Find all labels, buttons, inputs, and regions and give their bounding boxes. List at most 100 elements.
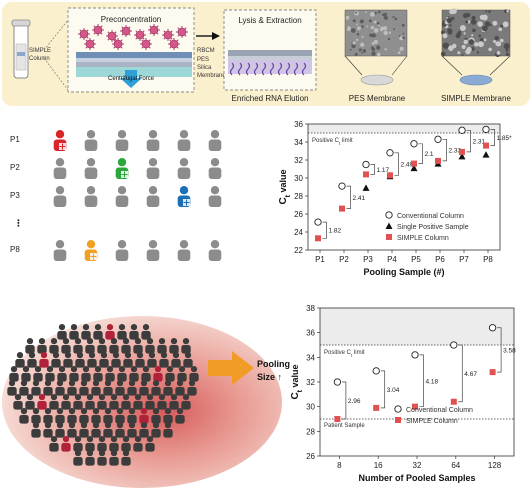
- simple-membrane-panel: SIMPLE Membrane: [440, 8, 511, 103]
- simple-point: [412, 403, 418, 410]
- person-icon: [7, 380, 17, 396]
- difference-bracket: [394, 152, 399, 176]
- patient-sample-label: Patient Sample: [324, 423, 365, 429]
- person-icon: [117, 366, 127, 382]
- person-icon: [105, 366, 115, 382]
- conventional-point: [458, 126, 466, 134]
- difference-label: 3.58: [503, 347, 516, 354]
- person-icon: [91, 408, 101, 424]
- person-icon: [177, 158, 191, 179]
- ct-vs-pooling-chart: Positive Ct limit 22 24 26 28 30 32 34 36 P1 P2 P3 P…: [278, 120, 512, 277]
- person-icon: [57, 324, 67, 340]
- difference-bracket: [419, 354, 424, 408]
- person-icon: [145, 436, 155, 452]
- person-icon: [85, 436, 95, 452]
- y-tick-label: 36: [294, 120, 303, 129]
- difference-label: 1.82: [329, 228, 342, 235]
- person-icon: [121, 394, 131, 410]
- person-icon: [111, 352, 121, 368]
- legend-label: SIMPLE Column: [406, 418, 458, 425]
- person-icon: [99, 352, 109, 368]
- pool-row-label: P8: [10, 245, 20, 254]
- person-icon: [103, 380, 113, 396]
- x-tick-label: 128: [488, 461, 502, 470]
- y-axis-title: Ct value: [278, 169, 292, 204]
- person-icon: [31, 380, 41, 396]
- person-icon: [67, 380, 77, 396]
- person-icon: [79, 380, 89, 396]
- virus-icon: [120, 25, 132, 37]
- centrifugal-label: Centrifugal Force: [108, 76, 155, 82]
- person-icon: [115, 240, 129, 261]
- person-icon: [127, 380, 137, 396]
- person-icon: [93, 366, 103, 382]
- virus-icon: [162, 29, 174, 41]
- difference-bracket: [418, 143, 423, 164]
- person-icon: [175, 408, 185, 424]
- person-icon: [97, 394, 107, 410]
- difference-bracket: [497, 327, 502, 373]
- y-tick-label: 36: [306, 329, 315, 338]
- person-icon: [133, 436, 143, 452]
- person-icon: [208, 186, 222, 207]
- positive-person-icon: [53, 130, 67, 151]
- simple-point: [363, 171, 369, 178]
- person-icon: [43, 422, 53, 438]
- layer-label-membrane: Membrane: [197, 73, 226, 79]
- x-tick-label: P1: [315, 255, 325, 264]
- person-icon: [19, 408, 29, 424]
- person-icon: [169, 394, 179, 410]
- conventional-point: [372, 367, 380, 375]
- person-icon: [151, 380, 161, 396]
- person-icon: [189, 366, 199, 382]
- simple-point: [334, 416, 341, 422]
- y-tick-label: 28: [306, 427, 315, 436]
- rna-strands: [229, 62, 307, 76]
- person-icon: [53, 240, 67, 261]
- person-icon: [57, 366, 67, 382]
- x-tick-label: P3: [363, 255, 373, 264]
- simple-point: [450, 398, 457, 405]
- person-icon: [73, 450, 83, 466]
- legend-square-icon: [386, 234, 392, 240]
- x-axis-title: Pooling Sample (#): [363, 267, 444, 277]
- person-icon: [91, 422, 101, 438]
- single-positive-point: [362, 184, 370, 191]
- person-icon: [51, 352, 61, 368]
- virus-icon: [148, 24, 160, 36]
- simple-disc-icon: [459, 74, 493, 86]
- difference-label: 2.1: [425, 151, 434, 158]
- person-icon: [139, 380, 149, 396]
- difference-bracket: [370, 164, 375, 175]
- positive-person-icon: [153, 366, 163, 382]
- x-tick-label: P6: [435, 255, 445, 264]
- x-tick-label: P5: [411, 255, 421, 264]
- preconcentration-title: Preconcentration: [101, 15, 161, 24]
- person-icon: [45, 366, 55, 382]
- conventional-point: [338, 182, 346, 190]
- x-tick-label: P7: [459, 255, 469, 264]
- person-icon: [163, 422, 173, 438]
- person-icon: [61, 394, 71, 410]
- elution-label: Enriched RNA Elution: [232, 94, 309, 103]
- person-icon: [187, 380, 197, 396]
- person-icon: [135, 352, 145, 368]
- person-icon: [177, 130, 191, 151]
- pool-row-label: P2: [10, 163, 20, 172]
- y-tick-label: 30: [306, 403, 315, 412]
- rna-strand-icon: [293, 62, 299, 76]
- difference-label: 2.96: [348, 398, 361, 405]
- difference-bracket: [458, 344, 463, 403]
- person-icon: [115, 408, 125, 424]
- person-icon: [73, 338, 83, 354]
- pes-membrane-panel: PES Membrane: [344, 9, 408, 103]
- plot-frame: [307, 123, 501, 251]
- person-icon: [129, 366, 139, 382]
- person-icon: [123, 352, 133, 368]
- legend-label: Single Positive Sample: [397, 224, 469, 231]
- conventional-point: [410, 140, 418, 148]
- simple-point: [339, 205, 345, 212]
- person-icon: [109, 436, 119, 452]
- rna-strand-icon: [285, 62, 291, 76]
